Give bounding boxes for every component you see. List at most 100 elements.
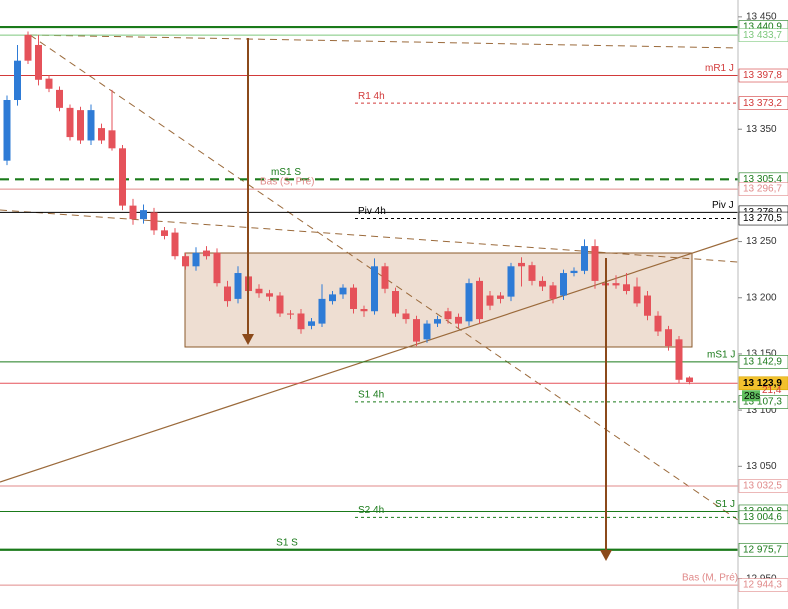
candle-body — [371, 266, 378, 312]
level-name: mS1 J — [707, 350, 735, 361]
candle-body — [539, 280, 546, 287]
trend-line — [0, 209, 739, 263]
candle-body — [266, 293, 273, 297]
candle-body — [129, 205, 137, 220]
candle-body — [623, 284, 630, 292]
level-label: 13 123,9 — [743, 378, 782, 389]
candle-body — [234, 273, 242, 299]
candle-body — [318, 298, 326, 324]
level-box — [738, 376, 788, 391]
candle-body — [497, 295, 504, 299]
candle-body — [665, 329, 672, 347]
candle-body — [161, 230, 168, 236]
candle-body — [507, 266, 515, 297]
level-box — [738, 68, 788, 83]
candle-body — [654, 315, 662, 332]
level-label: 13 270,5 — [743, 213, 782, 224]
candle-body — [465, 283, 473, 322]
candle-body — [455, 316, 462, 324]
y-tick-label: 13 050 — [746, 461, 777, 472]
y-tick-label: 13 100 — [746, 405, 777, 416]
candle-body — [276, 295, 284, 314]
level-label: 13 107,3 — [743, 397, 782, 408]
level-name: Bas (M, Pré) — [682, 573, 738, 584]
candle-body — [203, 250, 210, 257]
level-label: 13 305,4 — [743, 174, 782, 185]
candle-body — [297, 313, 305, 330]
candle-body — [560, 273, 567, 296]
candle-body — [402, 313, 410, 320]
candle-body — [518, 262, 525, 267]
candle-body — [434, 319, 441, 324]
level-box — [738, 28, 788, 42]
candle-body — [350, 287, 357, 309]
timer-box — [742, 390, 760, 402]
arrowhead — [600, 550, 612, 561]
candle-body — [213, 252, 221, 284]
level-name: Piv 4h — [358, 206, 386, 217]
y-tick-label: 13 450 — [746, 11, 777, 22]
candle-body — [108, 130, 116, 149]
candle-body — [392, 291, 399, 314]
candle-body — [308, 321, 315, 326]
level-name: Piv J — [712, 200, 734, 211]
level-label: 13 397,8 — [743, 70, 782, 81]
level-box — [738, 510, 788, 525]
level-box — [738, 479, 788, 493]
candle-body — [476, 280, 483, 320]
candle-body — [675, 339, 683, 380]
trend-line — [29, 34, 739, 49]
y-tick-label: 13 250 — [746, 236, 777, 247]
timer-label: 28s — [744, 391, 760, 402]
candle-body — [192, 252, 200, 267]
candle-body — [528, 265, 536, 281]
level-name: S1 J — [715, 499, 735, 510]
candle-body — [35, 44, 42, 80]
candle-body — [24, 34, 32, 61]
level-name: Bas (S, Pré) — [260, 177, 314, 188]
candle-body — [150, 212, 158, 231]
level-name: S1 4h — [358, 390, 384, 401]
candle-body — [3, 100, 11, 161]
range-box — [184, 252, 693, 348]
level-box — [738, 355, 788, 369]
candle-body — [360, 308, 368, 312]
candle-body — [56, 89, 63, 108]
level-box — [738, 578, 788, 592]
level-label: 12 944,3 — [743, 580, 782, 591]
candle-body — [182, 256, 189, 267]
candle-body — [255, 288, 263, 294]
level-label: 13 004,6 — [743, 512, 782, 523]
level-label: 13 142,9 — [743, 357, 782, 368]
arrowhead — [242, 334, 254, 345]
candle-body — [45, 78, 53, 89]
level-name: mR1 J — [705, 63, 734, 74]
level-name: R1 4h — [358, 91, 385, 102]
y-tick-label: 13 200 — [746, 292, 777, 303]
level-label: 13 296,7 — [743, 184, 782, 195]
candle-body — [633, 286, 641, 304]
candle-body — [171, 232, 179, 257]
candle-body — [591, 246, 599, 281]
level-name: mS1 S — [271, 167, 301, 178]
level-box — [738, 96, 788, 110]
candle-body — [444, 311, 452, 320]
candle-body — [77, 110, 84, 141]
level-label: 13 373,2 — [743, 98, 782, 109]
candle-body — [486, 295, 494, 306]
candle-body — [98, 128, 105, 141]
candle-body — [413, 319, 420, 342]
candle-body — [644, 295, 651, 316]
level-box — [738, 211, 788, 226]
candle-body — [140, 210, 147, 220]
price-axis: 13 450 13 350 13 250 13 200 13 150 13 100 13 0… — [738, 11, 788, 592]
y-tick-label: 13 150 — [746, 349, 777, 360]
candles — [3, 31, 693, 385]
candle-body — [87, 110, 95, 141]
level-label: 13 032,5 — [743, 481, 782, 492]
level-box — [738, 542, 788, 557]
candle-body — [381, 266, 389, 289]
candle-body — [339, 287, 347, 295]
